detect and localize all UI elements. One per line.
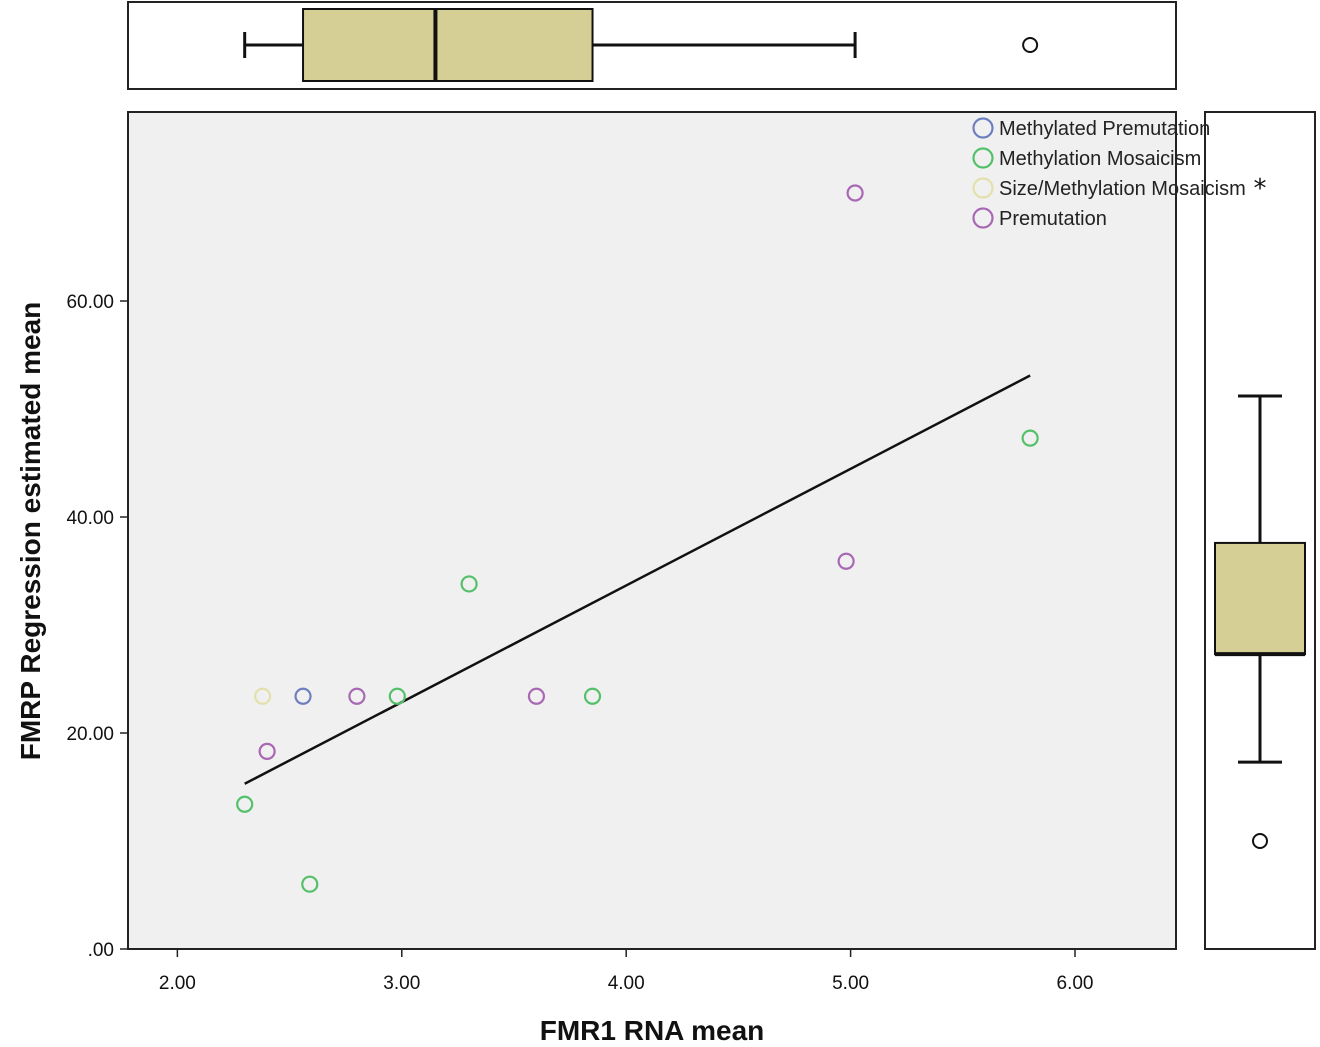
scatter-panel: 2.00 3.00 4.00 5.00 6.00 .0020.0040.0060.00 …	[66, 111, 1246, 994]
right-boxplot: *	[1214, 174, 1306, 849]
right-outlier	[1252, 833, 1268, 849]
data-point	[258, 742, 276, 760]
fit-line-group	[244, 374, 1031, 785]
data-point	[294, 687, 312, 705]
x-tick-label: 3.00	[383, 973, 420, 994]
legend-label: Methylated Premutation	[999, 118, 1210, 140]
y-axis: .00 20.00 40.00 60.00	[66, 292, 128, 961]
legend-marker	[972, 177, 994, 199]
legend-label: Premutation	[999, 208, 1107, 230]
legend-marker	[972, 207, 994, 229]
data-point	[527, 687, 546, 705]
plot-area	[127, 111, 1177, 950]
data-point	[254, 687, 272, 705]
top-outlier	[1022, 37, 1039, 53]
x-tick-label: 6.00	[1057, 973, 1094, 994]
right-boxplot-panel: *	[1204, 111, 1316, 950]
top-box	[302, 8, 594, 82]
data-point	[236, 795, 254, 813]
data-point	[388, 687, 406, 705]
data-point	[583, 687, 602, 705]
legend: Methylated Premutation Methylation Mosaic…	[972, 117, 1246, 230]
y-tick-label: 60.00	[66, 292, 114, 313]
data-point	[837, 552, 855, 570]
scatter-points	[236, 184, 1039, 893]
legend-marker	[972, 147, 994, 169]
top-boxplot	[243, 8, 1039, 82]
data-point	[301, 875, 319, 893]
x-tick-label: 2.00	[159, 973, 196, 994]
top-boxplot-panel	[127, 1, 1177, 90]
x-tick-label: 5.00	[832, 973, 869, 994]
legend-label: Size/Methylation Mosaicism	[999, 178, 1246, 200]
legend-label: Methylation Mosaicism	[999, 148, 1201, 170]
fit-line	[244, 374, 1031, 785]
x-axis-title: FMR1 RNA mean	[540, 1015, 765, 1046]
data-point	[348, 687, 366, 705]
y-axis-title: FMRP Regression estimated mean	[15, 302, 46, 761]
y-tick-label: 40.00	[66, 508, 114, 529]
right-extreme-star: *	[1254, 174, 1267, 204]
data-point	[460, 575, 478, 593]
x-axis: 2.00 3.00 4.00 5.00 6.00	[159, 949, 1094, 994]
data-point	[1021, 429, 1039, 447]
data-point	[846, 184, 864, 202]
legend-marker	[972, 117, 994, 139]
y-tick-label: 20.00	[66, 724, 114, 745]
y-tick-label: .00	[88, 940, 114, 961]
right-box	[1214, 541, 1306, 656]
x-tick-label: 4.00	[608, 973, 645, 994]
